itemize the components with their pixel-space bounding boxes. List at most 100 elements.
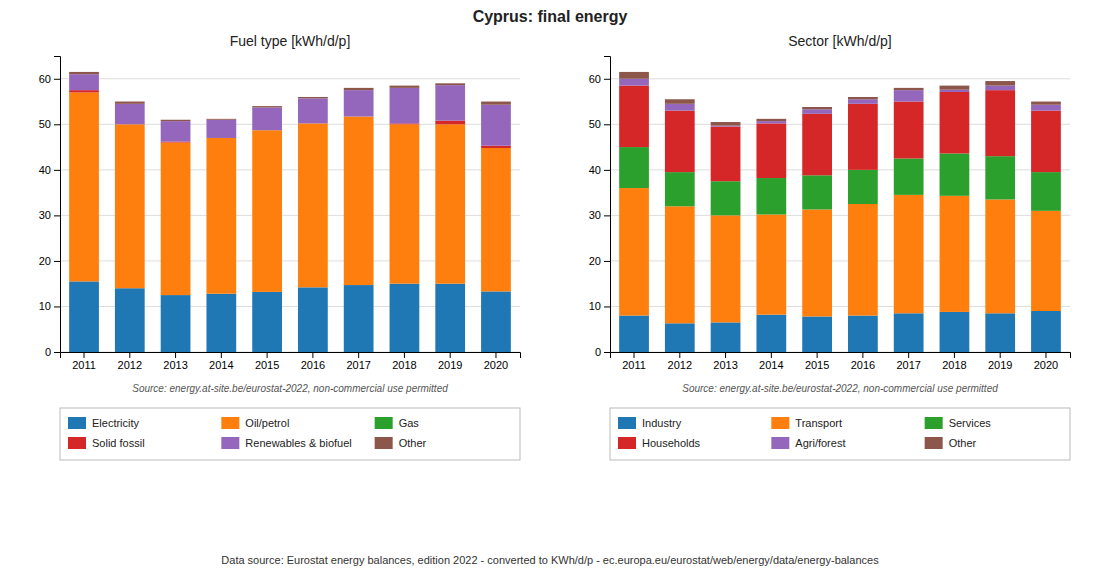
tick-mark	[54, 261, 60, 262]
legend-label: Services	[949, 417, 992, 429]
bar	[711, 127, 741, 182]
bar	[69, 281, 99, 352]
tick: 2013	[713, 352, 737, 371]
legend-frame	[60, 408, 520, 460]
tick-label: 20	[589, 255, 601, 267]
bar	[665, 99, 695, 104]
tick-mark	[495, 352, 496, 358]
bars	[69, 72, 511, 352]
tick-label: 2016	[301, 359, 325, 371]
tick: 0	[595, 346, 610, 358]
bar	[481, 148, 511, 291]
bar	[756, 121, 786, 123]
tick: 40	[589, 164, 610, 176]
tick: 2019	[438, 352, 462, 371]
tick-label: 20	[39, 255, 51, 267]
tick-label: 30	[39, 209, 51, 221]
legend-frame	[610, 408, 1070, 460]
bar	[252, 106, 282, 107]
series	[619, 86, 1061, 182]
bar	[1031, 111, 1061, 172]
bar	[848, 104, 878, 170]
legend-item: Agri/forest	[771, 437, 845, 449]
bar	[390, 124, 420, 125]
bar	[115, 288, 145, 352]
legend-item: Solid fossil	[68, 437, 145, 449]
tick-mark	[54, 215, 60, 216]
tick: 60	[589, 73, 610, 85]
tick-mark	[221, 352, 222, 358]
legend-label: Transport	[795, 417, 842, 429]
legend-swatch	[221, 437, 239, 449]
tick-mark	[1045, 352, 1046, 358]
panel: 0102030405060201120122013201420152016201…	[589, 33, 1071, 460]
bar	[390, 88, 420, 124]
series	[69, 72, 511, 121]
tick: 2018	[392, 352, 416, 371]
tick-mark	[604, 124, 610, 125]
tick: 2011	[622, 352, 646, 371]
bar	[848, 204, 878, 316]
bar	[481, 105, 511, 146]
bar	[848, 99, 878, 104]
tick-mark	[604, 170, 610, 171]
tick-mark	[604, 79, 610, 80]
tick-mark	[312, 352, 313, 358]
bar	[344, 285, 374, 352]
tick-label: 60	[589, 73, 601, 85]
tick: 40	[39, 164, 60, 176]
legend-label: Other	[399, 437, 427, 449]
bar	[711, 122, 741, 126]
tick-label: 2011	[72, 359, 96, 371]
legend: IndustryTransportServicesHouseholdsAgri/…	[610, 408, 1070, 460]
annotation: Source: energy.at-site.be/eurostat-2022,…	[682, 383, 998, 394]
tick-mark	[771, 352, 772, 358]
bar	[435, 124, 465, 283]
tick-label: 2016	[851, 359, 875, 371]
tick-label: 40	[39, 164, 51, 176]
legend-label: Electricity	[92, 417, 140, 429]
tick-mark	[604, 352, 610, 353]
tick-mark	[358, 352, 359, 358]
bar	[115, 104, 145, 124]
bar	[344, 117, 374, 285]
bar	[435, 83, 465, 85]
legend-swatch	[68, 417, 86, 429]
legend-label: Industry	[642, 417, 682, 429]
bar	[1031, 102, 1061, 105]
axis-line	[61, 353, 521, 359]
bar	[298, 287, 328, 352]
tick: 60	[39, 73, 60, 85]
bar	[894, 158, 924, 194]
bar	[802, 175, 832, 209]
bar	[390, 86, 420, 88]
tick-mark	[54, 79, 60, 80]
bar	[940, 92, 970, 153]
bar	[940, 90, 970, 92]
x-axis: 2011201220132014201520162017201820192020	[611, 352, 1071, 371]
tick-label: 2020	[1034, 359, 1058, 371]
tick-mark	[54, 170, 60, 171]
tick-label: 2015	[805, 359, 829, 371]
tick: 2016	[851, 352, 875, 371]
bar	[481, 291, 511, 352]
legend: ElectricityOil/petrolGasSolid fossilRene…	[60, 408, 520, 460]
tick-label: 2017	[346, 359, 370, 371]
legend-item: Renewables & biofuel	[221, 437, 351, 449]
legend-item: Services	[925, 417, 992, 429]
tick-mark	[84, 352, 85, 358]
panel: 0102030405060201120122013201420152016201…	[39, 33, 521, 460]
figure-title: Cyprus: final energy	[473, 8, 628, 25]
tick: 50	[589, 118, 610, 130]
tick-label: 2013	[163, 359, 187, 371]
tick-mark	[679, 352, 680, 358]
tick-label: 2014	[759, 359, 783, 371]
y-axis: 0102030405060	[589, 57, 611, 359]
legend-swatch	[771, 437, 789, 449]
bar	[619, 316, 649, 352]
bar	[848, 170, 878, 204]
tick: 2011	[72, 352, 96, 371]
series	[619, 188, 1061, 323]
bar	[756, 119, 786, 121]
bar	[665, 323, 695, 352]
